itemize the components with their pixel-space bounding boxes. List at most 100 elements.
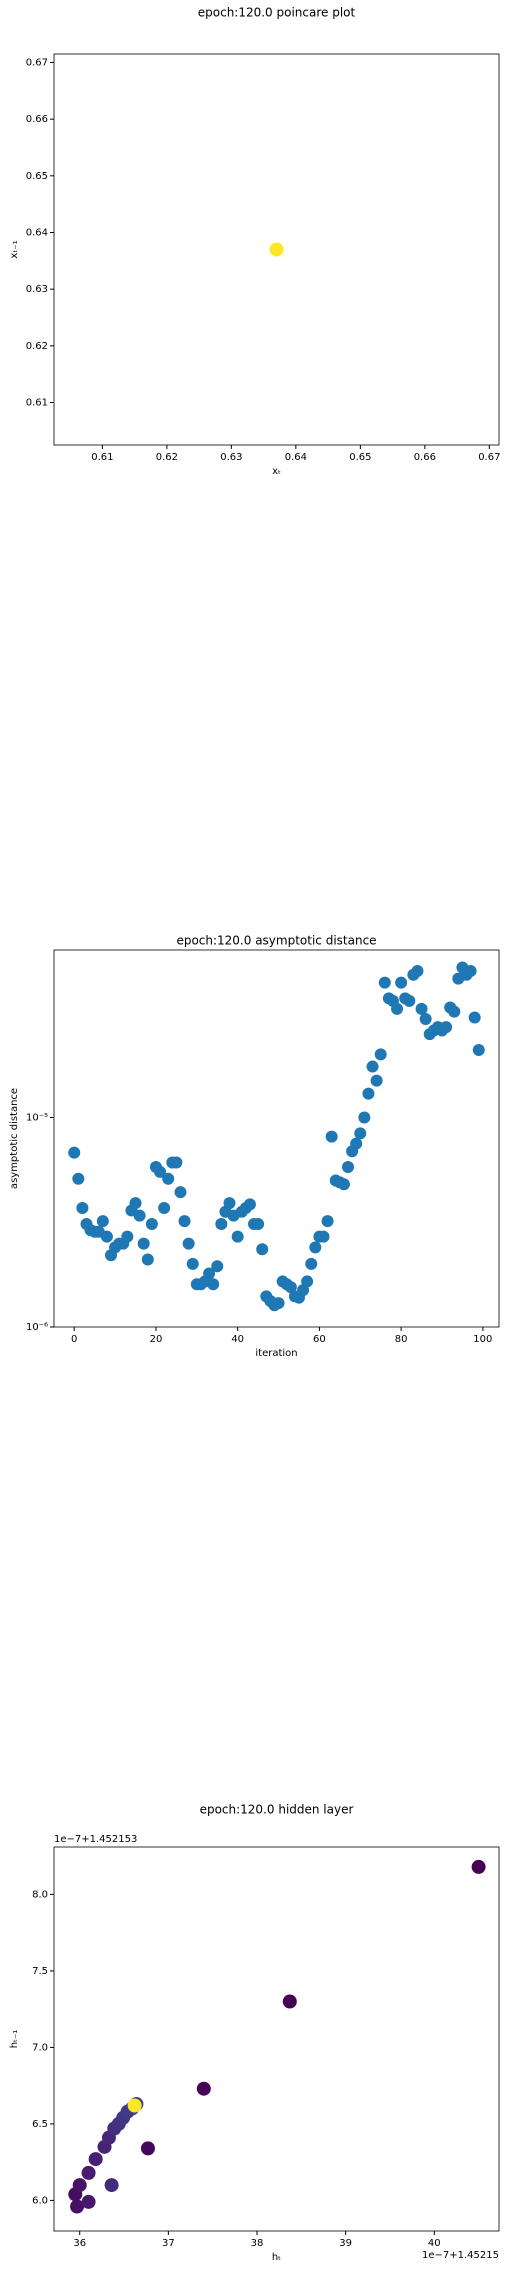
point (391, 1002, 404, 1015)
y-tick-label: 8.0 (32, 1889, 48, 1900)
point (415, 1002, 428, 1015)
point (243, 1198, 256, 1211)
point (464, 965, 477, 978)
point (154, 1165, 167, 1178)
point (104, 2178, 119, 2193)
point (358, 1111, 371, 1124)
point (354, 1127, 367, 1140)
chart-title: epoch:120.0 poincare plot (198, 6, 356, 20)
x-tick-label: 39 (339, 2238, 352, 2249)
y-tick-label: 0.65 (26, 171, 48, 182)
x-tick-label: 0.61 (91, 452, 113, 463)
y-tick-label: 0.61 (26, 398, 48, 409)
point (158, 1201, 171, 1214)
point (472, 1043, 485, 1056)
y-tick-label: 0.64 (26, 228, 48, 239)
point (350, 1137, 363, 1150)
x-tick-label: 80 (395, 1334, 408, 1345)
point (178, 1215, 191, 1228)
point (301, 1275, 314, 1288)
point (215, 1218, 228, 1231)
point (137, 1237, 150, 1250)
point (269, 242, 284, 257)
y-axis-label: hₜ₋₁ (9, 2030, 20, 2049)
point (362, 1087, 375, 1100)
y-tick-label: 6.0 (32, 2195, 48, 2206)
point (140, 2141, 155, 2156)
x-tick-label: 20 (150, 1334, 163, 1345)
y-axis-label: xₜ₋₁ (9, 240, 20, 258)
point (374, 1048, 387, 1061)
point (196, 2081, 211, 2096)
point (68, 1146, 81, 1159)
x-tick-label: 0.65 (349, 452, 371, 463)
point (145, 1218, 158, 1231)
x-tick-label: 0 (71, 1334, 77, 1345)
x-tick-label: 0.64 (285, 452, 307, 463)
x-tick-label: 40 (231, 1334, 244, 1345)
y-tick-label: 0.63 (26, 284, 48, 295)
x-axis-label: xₜ (272, 466, 281, 477)
y-tick-label: 0.67 (26, 58, 48, 69)
point (223, 1197, 236, 1210)
x-tick-label: 38 (251, 2238, 264, 2249)
point (411, 965, 424, 978)
y-tick-label: 7.0 (32, 2042, 48, 2053)
point (305, 1257, 318, 1270)
point (337, 1178, 350, 1191)
point (419, 1013, 432, 1026)
point (440, 1021, 453, 1034)
point (272, 1297, 285, 1310)
chart-title: epoch:120.0 hidden layer (200, 1803, 354, 1817)
point (231, 1230, 244, 1243)
point (81, 2165, 96, 2180)
point (182, 1237, 195, 1250)
point (252, 1218, 265, 1231)
point (96, 1215, 109, 1228)
point (100, 1230, 113, 1243)
x-axis-label: hₜ (272, 2252, 281, 2263)
y-tick-label: 0.66 (26, 114, 48, 125)
point (256, 1243, 269, 1256)
x-tick-label: 0.63 (220, 452, 242, 463)
point (321, 1215, 334, 1228)
point (72, 2178, 87, 2193)
point (325, 1130, 338, 1143)
point (207, 1278, 220, 1291)
point (448, 1005, 461, 1018)
point (468, 1011, 481, 1024)
point (76, 1201, 89, 1214)
point (203, 1267, 216, 1280)
x-tick-label: 0.66 (414, 452, 436, 463)
y-tick-label: 7.5 (32, 1966, 48, 1977)
axes-frame (53, 1846, 500, 2232)
point (81, 2194, 96, 2209)
point (211, 1260, 224, 1273)
point (88, 2152, 103, 2167)
x-tick-label: 40 (428, 2238, 441, 2249)
x-tick-label: 37 (162, 2238, 175, 2249)
point (282, 1994, 297, 2009)
point (186, 1257, 199, 1270)
point (133, 1209, 146, 1222)
point (129, 1197, 142, 1210)
point (366, 1060, 379, 1073)
axes-frame (53, 53, 500, 446)
point (72, 1172, 85, 1185)
point (162, 1172, 175, 1185)
x-tick-label: 0.62 (156, 452, 178, 463)
point (284, 1281, 297, 1294)
point (403, 994, 416, 1007)
point (170, 1156, 183, 1169)
y-tick-label: 6.5 (32, 2119, 48, 2130)
point (370, 1074, 383, 1087)
x-axis-label: iteration (255, 1348, 297, 1359)
chart-title: epoch:120.0 asymptotic distance (176, 934, 376, 948)
x-tick-label: 36 (73, 2238, 86, 2249)
point (342, 1161, 355, 1174)
y-tick-label: 0.62 (26, 341, 48, 352)
y-tick-label: 10⁻⁵ (26, 1112, 48, 1123)
point (471, 1859, 486, 1874)
point (395, 976, 408, 989)
